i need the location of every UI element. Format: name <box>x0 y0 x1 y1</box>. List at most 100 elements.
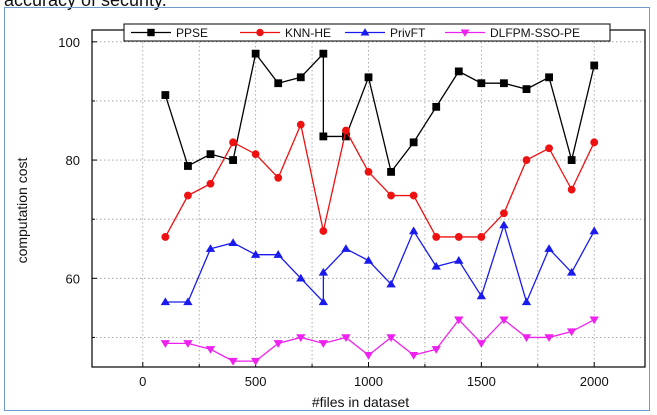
data-point <box>183 340 193 348</box>
data-point <box>250 250 261 258</box>
data-point <box>319 132 328 141</box>
legend-item: KNN-HE <box>240 26 331 40</box>
legend-label: DLFPM-SSO-PE <box>490 26 580 40</box>
data-point <box>460 29 470 37</box>
data-point <box>408 226 419 235</box>
legend-item: PPSE <box>131 26 208 40</box>
data-point <box>256 28 264 37</box>
data-point <box>342 126 350 135</box>
data-point <box>589 316 599 325</box>
data-point <box>296 73 305 82</box>
legend-label: KNN-HE <box>285 26 331 40</box>
series-line <box>164 122 595 238</box>
legend-label: PPSE <box>176 26 208 40</box>
data-point <box>228 357 238 366</box>
x-tick-label: 1000 <box>354 374 383 389</box>
data-point <box>183 297 193 306</box>
y-tick-label: 100 <box>58 35 80 50</box>
data-point <box>454 67 463 76</box>
data-point <box>454 256 464 264</box>
data-point <box>432 233 441 241</box>
data-point <box>567 156 576 164</box>
data-point <box>590 61 599 70</box>
data-point <box>386 279 396 288</box>
data-point <box>318 297 329 306</box>
data-point <box>477 79 486 88</box>
data-point <box>160 297 171 306</box>
series-group <box>160 49 599 366</box>
data-point <box>431 346 441 354</box>
data-point <box>341 244 351 252</box>
data-point <box>476 291 487 300</box>
data-point <box>229 138 237 147</box>
data-point <box>341 334 351 342</box>
y-tick-label: 80 <box>66 153 80 168</box>
data-point <box>251 49 260 58</box>
data-point <box>296 120 305 129</box>
data-point <box>318 267 329 276</box>
data-point <box>566 328 577 337</box>
chart-frame <box>4 7 650 411</box>
data-point <box>161 233 170 241</box>
data-point <box>431 261 441 270</box>
data-point <box>318 340 329 348</box>
data-point <box>360 28 370 36</box>
data-point <box>499 220 509 229</box>
x-tick-label: 0 <box>139 374 146 389</box>
data-point <box>589 226 599 235</box>
data-point <box>477 233 486 241</box>
y-axis-title: computation cost <box>14 157 30 263</box>
data-point <box>251 150 260 159</box>
data-point <box>521 334 532 342</box>
data-point <box>250 357 261 366</box>
data-point <box>409 138 418 147</box>
data-point <box>206 179 215 188</box>
series-line <box>165 222 595 304</box>
data-point <box>408 351 419 360</box>
data-point <box>205 244 216 252</box>
series-dlfpm-sso-pe <box>160 316 599 366</box>
data-point <box>273 340 283 348</box>
legend-label: PrivFT <box>390 26 426 40</box>
data-point <box>545 144 553 153</box>
x-axis-title: #files in dataset <box>312 394 409 410</box>
data-point <box>566 267 577 276</box>
data-point <box>319 49 328 58</box>
data-point <box>590 138 599 147</box>
data-point <box>499 316 509 325</box>
caption-text: accuracy of security. <box>4 0 167 10</box>
data-point <box>364 167 373 176</box>
data-point <box>432 102 441 111</box>
data-point <box>147 28 155 37</box>
axis-ticks: 0 500 1000 1500 2000 60 80 100 <box>58 35 608 389</box>
data-point <box>545 73 553 82</box>
data-point <box>296 273 306 282</box>
data-point <box>454 233 463 241</box>
x-tick-label: 2000 <box>580 374 609 389</box>
data-point <box>273 250 283 258</box>
data-point <box>387 191 395 200</box>
data-point <box>363 256 374 264</box>
data-point <box>409 191 418 200</box>
data-point <box>206 150 215 159</box>
data-point <box>454 316 464 325</box>
data-point <box>544 334 554 342</box>
data-point <box>363 351 374 360</box>
series-ppse <box>161 49 599 176</box>
data-point <box>387 167 395 176</box>
series-privft <box>160 220 599 306</box>
y-tick-label: 60 <box>66 271 80 286</box>
data-point <box>500 79 508 88</box>
data-point <box>386 334 396 342</box>
data-point <box>544 244 554 252</box>
series-knn-he <box>161 120 599 241</box>
data-point <box>184 191 192 200</box>
data-point <box>296 334 306 342</box>
data-point <box>500 209 508 218</box>
data-point <box>229 156 237 164</box>
data-point <box>521 297 532 306</box>
data-point <box>319 227 328 235</box>
data-point <box>364 73 373 82</box>
data-point <box>160 340 171 348</box>
